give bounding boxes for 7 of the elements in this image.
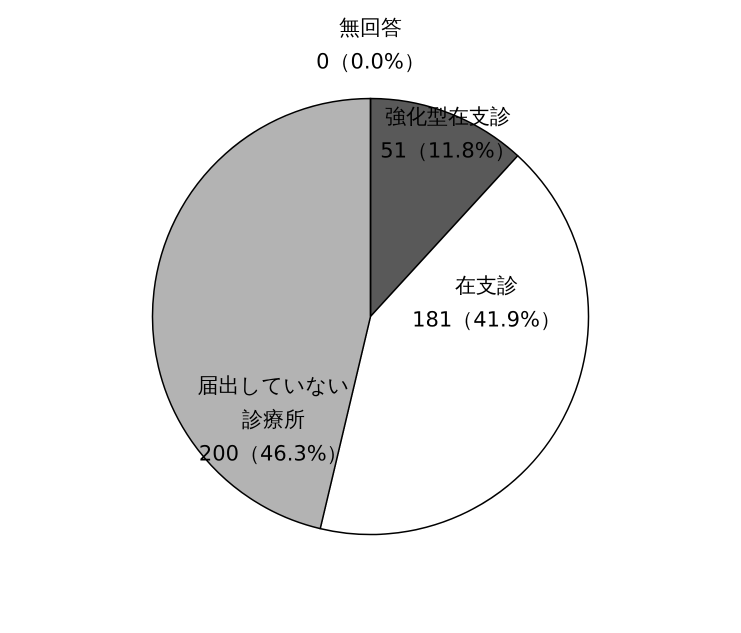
slice-label: 在支診 [455,273,518,298]
slice-label: 届出していない診療所 [197,374,350,432]
text: 0（0.0%） [316,50,425,74]
data-label: 51（11.8%） [380,138,516,162]
data-label: 200（46.3%） [198,442,348,466]
category-label: 無回答 [339,16,402,40]
data-label: 181（41.9%） [412,307,561,332]
